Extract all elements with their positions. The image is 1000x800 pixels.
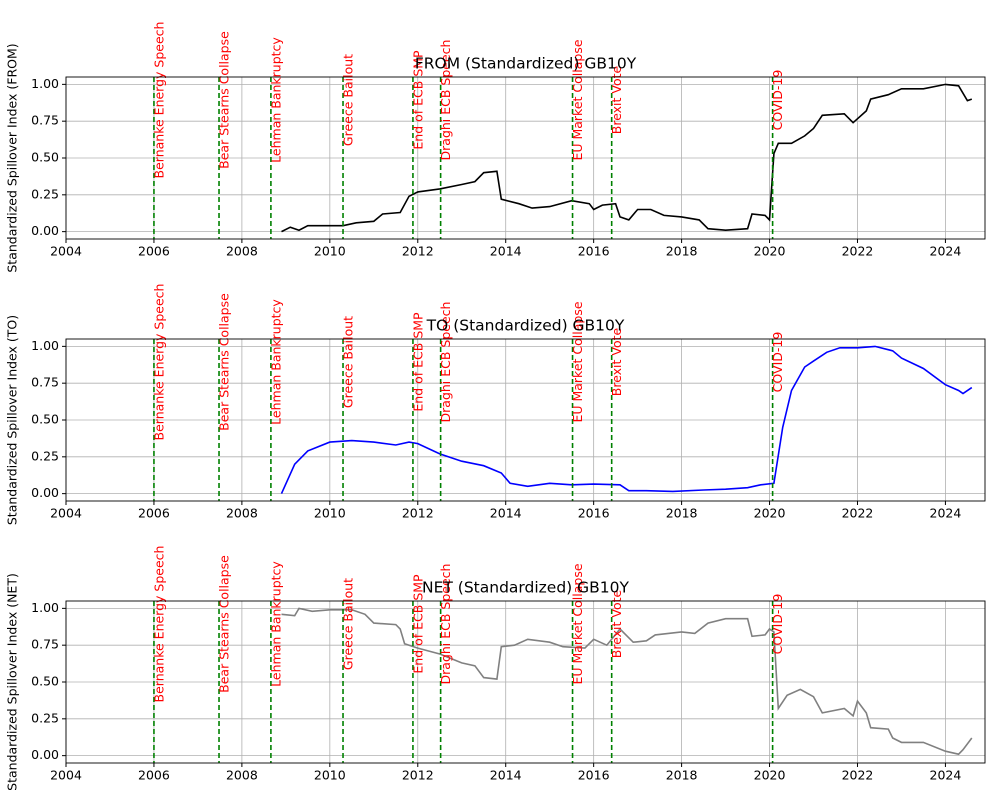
x-tick-label: 2018 — [666, 244, 698, 259]
event-label: End of ECB SMP — [410, 50, 425, 150]
event-label: Brexit Vote — [609, 327, 624, 396]
event-label: EU Market Collapse — [570, 39, 585, 160]
x-tick-label: 2004 — [50, 506, 82, 521]
event-label: Lehman Bankruptcy — [268, 299, 283, 425]
x-tick-label: 2006 — [138, 506, 170, 521]
x-tick-label: 2022 — [842, 768, 874, 783]
y-tick-label: 0.25 — [31, 186, 59, 201]
x-tick-label: 2004 — [50, 244, 82, 259]
x-tick-label: 2018 — [666, 506, 698, 521]
event-label: COVID-19 — [770, 332, 785, 393]
x-tick-label: 2020 — [754, 506, 786, 521]
x-tick-label: 2014 — [490, 506, 522, 521]
y-tick-label: 0.50 — [31, 150, 59, 165]
x-tick-label: 2020 — [754, 244, 786, 259]
x-tick-label: 2018 — [666, 768, 698, 783]
x-tick-label: 2024 — [930, 244, 962, 259]
event-label: EU Market Collapse — [570, 301, 585, 422]
x-tick-label: 2012 — [402, 768, 434, 783]
event-label: Draghi ECB Speech — [438, 564, 453, 685]
y-tick-label: 0.25 — [31, 710, 59, 725]
y-tick-label: 0.75 — [31, 375, 59, 390]
x-tick-label: 2008 — [226, 244, 258, 259]
event-label: Draghi ECB Speech — [438, 40, 453, 161]
y-tick-label: 0.50 — [31, 674, 59, 689]
x-tick-label: 2012 — [402, 506, 434, 521]
x-tick-label: 2010 — [314, 506, 346, 521]
event-label: Bernanke Energy Speech — [151, 546, 166, 703]
y-tick-label: 0.00 — [31, 223, 59, 238]
event-label: Greece Bailout — [341, 316, 356, 408]
event-label: Greece Bailout — [341, 578, 356, 670]
data-line — [281, 83, 973, 233]
y-tick-label: 0.00 — [31, 747, 59, 762]
event-label: End of ECB SMP — [410, 574, 425, 674]
y-tick-label: 1.00 — [31, 600, 59, 615]
axes-frame — [65, 338, 986, 502]
event-label: Draghi ECB Speech — [438, 302, 453, 423]
x-tick-label: 2022 — [842, 506, 874, 521]
chart-title: FROM (Standardized) GB10Y — [415, 55, 637, 73]
y-tick-label: 0.00 — [31, 485, 59, 500]
event-label: Bear Stearns Collapse — [217, 555, 232, 693]
event-label: Bernanke Energy Speech — [151, 22, 166, 179]
event-label: COVID-19 — [770, 70, 785, 131]
y-tick-label: 0.75 — [31, 637, 59, 652]
axes-frame — [65, 76, 986, 240]
chart-title: NET (Standardized) GB10Y — [422, 579, 630, 597]
event-label: Brexit Vote — [609, 65, 624, 134]
y-axis-label: Standardized Spillover Index (FROM) — [5, 43, 20, 272]
event-label: Lehman Bankruptcy — [268, 37, 283, 163]
x-tick-label: 2012 — [402, 244, 434, 259]
data-line — [281, 607, 973, 756]
x-tick-label: 2006 — [138, 244, 170, 259]
event-label: COVID-19 — [770, 594, 785, 655]
x-tick-label: 2016 — [578, 244, 610, 259]
data-line — [280, 345, 973, 494]
y-tick-label: 0.50 — [31, 412, 59, 427]
x-tick-label: 2014 — [490, 768, 522, 783]
y-axis-label: Standardized Spillover Index (TO) — [5, 315, 20, 525]
x-tick-label: 2004 — [50, 768, 82, 783]
x-tick-label: 2024 — [930, 768, 962, 783]
x-tick-label: 2008 — [226, 506, 258, 521]
y-tick-label: 0.75 — [31, 113, 59, 128]
x-tick-label: 2014 — [490, 244, 522, 259]
event-label: Greece Bailout — [341, 54, 356, 146]
x-tick-label: 2010 — [314, 768, 346, 783]
x-tick-label: 2006 — [138, 768, 170, 783]
axes-frame — [65, 600, 986, 764]
x-tick-label: 2022 — [842, 244, 874, 259]
chart-title: TO (Standardized) GB10Y — [426, 317, 625, 335]
y-tick-label: 1.00 — [31, 76, 59, 91]
x-tick-label: 2016 — [578, 506, 610, 521]
event-label: Bear Stearns Collapse — [217, 31, 232, 169]
event-label: Lehman Bankruptcy — [268, 561, 283, 687]
y-tick-label: 0.25 — [31, 448, 59, 463]
y-axis-label: Standardized Spillover Index (NET) — [5, 573, 20, 791]
event-label: Bernanke Energy Speech — [151, 284, 166, 441]
x-tick-label: 2010 — [314, 244, 346, 259]
x-tick-label: 2024 — [930, 506, 962, 521]
event-label: End of ECB SMP — [410, 312, 425, 412]
x-tick-label: 2020 — [754, 768, 786, 783]
event-label: EU Market Collapse — [570, 563, 585, 684]
y-tick-label: 1.00 — [31, 338, 59, 353]
x-tick-label: 2008 — [226, 768, 258, 783]
event-label: Brexit Vote — [609, 589, 624, 658]
x-tick-label: 2016 — [578, 768, 610, 783]
event-label: Bear Stearns Collapse — [217, 293, 232, 431]
